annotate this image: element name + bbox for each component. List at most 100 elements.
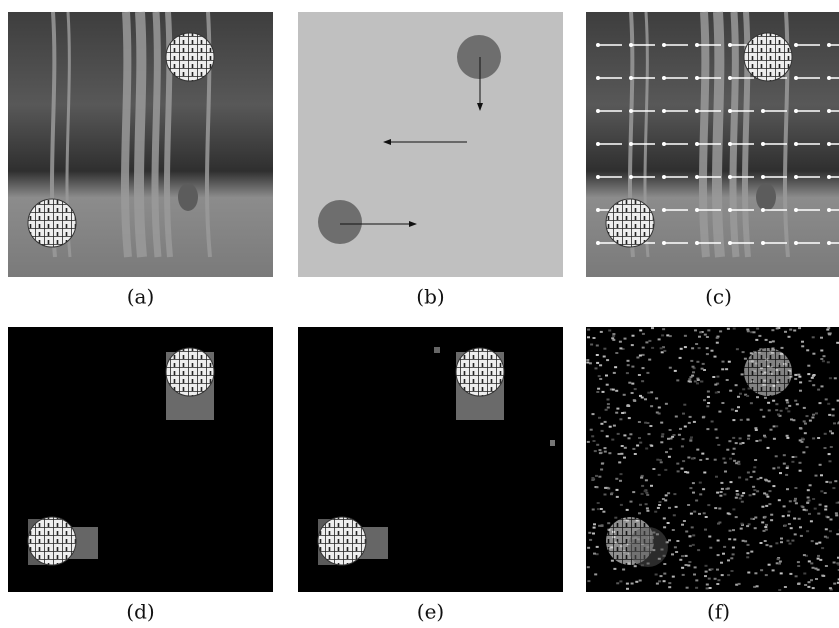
noise [605,375,608,377]
noise [678,434,681,436]
noise [755,429,758,431]
noise [611,560,614,562]
flow-dot [596,76,600,80]
noise [591,435,594,437]
noise [607,487,610,489]
flow-dot [629,142,633,146]
noise [732,553,735,555]
noise [665,451,668,453]
noise [732,529,735,531]
noise [695,587,698,589]
noise [820,490,823,492]
noise [727,512,730,514]
noise [739,437,742,439]
noise [784,586,787,588]
noise [603,356,606,358]
noise [732,453,735,455]
noise [747,435,750,437]
noise [602,391,605,393]
noise [677,470,680,472]
panel-caption: (b) [416,285,444,309]
noise [733,460,736,462]
noise [819,504,822,506]
panel [8,327,273,592]
noise [819,464,822,466]
noise [648,340,651,342]
noise [827,361,830,363]
noise [699,331,702,333]
noise [598,476,601,478]
panel-caption: (d) [126,600,154,624]
noise [707,402,710,404]
noise [772,569,775,571]
noise [754,527,757,529]
noise [598,417,601,419]
noise [639,329,642,331]
noise [784,331,787,333]
noise [759,477,762,479]
noise [679,428,682,430]
noise [748,523,751,525]
noise [632,448,635,450]
noise [607,399,610,401]
noise [594,450,597,452]
noise [681,468,684,470]
noise [661,334,664,336]
flow-dot [761,142,765,146]
noise [642,333,645,335]
noise [660,441,663,443]
noise [829,460,832,462]
flow-dot [728,208,732,212]
noise [684,346,687,348]
noise [835,514,838,516]
noise [802,451,805,453]
noise [812,336,815,338]
noise [604,494,607,496]
noise [655,397,658,399]
noise [673,434,676,436]
noise [719,495,722,497]
noise [650,405,653,407]
noise [728,361,731,363]
noise [689,440,692,442]
noise [668,507,671,509]
noise [641,380,644,382]
noise [809,484,812,486]
noise [819,559,822,561]
noise [631,583,634,585]
noise [715,476,718,478]
noise [803,407,806,409]
noise [744,540,747,542]
noise [592,509,595,511]
noise [587,580,590,582]
noise [824,509,827,511]
noise [794,378,797,380]
noise [615,412,618,414]
noise [620,473,623,475]
noise [799,390,802,392]
flow-dot [827,76,831,80]
flow-dot [827,208,831,212]
flow-dot [695,175,699,179]
noise [785,407,788,409]
noise [794,400,797,402]
noise [593,337,596,339]
panel [8,12,273,277]
noise [825,528,828,530]
noise [612,335,615,337]
noise [616,582,619,584]
noise [624,338,627,340]
ball [606,199,654,247]
noise [635,581,638,583]
noise [799,462,802,464]
noise [679,559,682,561]
noise [825,565,828,567]
noise [764,526,767,528]
noise [598,375,601,377]
noise [786,435,789,437]
flow-dot [662,142,666,146]
noise [807,365,810,367]
flow-dot [728,76,732,80]
flow-dot [794,208,798,212]
noise [640,477,643,479]
